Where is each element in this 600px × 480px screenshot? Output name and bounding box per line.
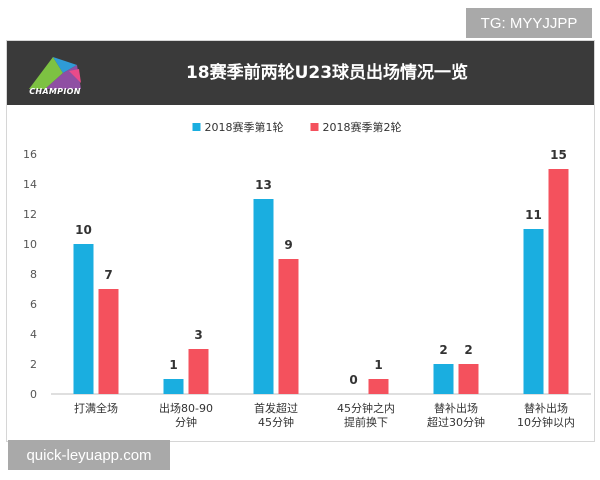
bar <box>523 229 544 394</box>
data-label: 1 <box>374 358 382 372</box>
x-category-label: 10分钟以内 <box>517 415 575 429</box>
data-label: 15 <box>550 148 567 162</box>
chart-card: CHAMPION 18赛季前两轮U23球员出场情况一览 0 2 4 6 8 10 12 14 1… <box>6 40 595 442</box>
x-category-label: 首发超过 <box>254 401 298 415</box>
chart-header: CHAMPION 18赛季前两轮U23球员出场情况一览 <box>7 41 594 105</box>
x-category-label: 打满全场 <box>74 401 118 415</box>
data-label: 2 <box>439 343 447 357</box>
bar <box>278 259 299 394</box>
bar <box>458 364 479 394</box>
chart-title: 18赛季前两轮U23球员出场情况一览 <box>185 63 469 83</box>
data-label: 9 <box>284 238 292 252</box>
data-label: 13 <box>255 178 272 192</box>
data-label: 11 <box>525 208 542 222</box>
x-category-label: 超过30分钟 <box>427 415 485 429</box>
x-category-label: 分钟 <box>175 415 197 429</box>
bar-chart: 0246810121416107打满全场13出场80-90分钟139首发超过45… <box>23 120 591 429</box>
x-category-label: 45分钟 <box>258 415 294 429</box>
legend-label: 2018赛季第1轮 <box>205 120 284 134</box>
bar <box>433 364 454 394</box>
bar <box>368 379 389 394</box>
y-tick-label: 8 <box>30 268 37 281</box>
legend-swatch <box>310 123 319 131</box>
logo-text: CHAMPION <box>29 87 81 96</box>
bar <box>73 244 94 394</box>
y-tick-label: 12 <box>23 208 37 221</box>
x-category-label: 45分钟之内 <box>337 401 395 415</box>
data-label: 0 <box>349 373 357 387</box>
x-category-label: 出场80-90 <box>159 401 213 415</box>
x-category-label: 提前换下 <box>344 415 388 429</box>
bar <box>188 349 209 394</box>
y-tick-label: 6 <box>30 298 37 311</box>
data-label: 10 <box>75 223 92 237</box>
bar <box>253 199 274 394</box>
data-label: 7 <box>104 268 112 282</box>
data-label: 3 <box>194 328 202 342</box>
y-tick-label: 14 <box>23 178 37 191</box>
bar <box>163 379 184 394</box>
x-category-label: 替补出场 <box>524 401 568 415</box>
bar <box>98 289 119 394</box>
legend-swatch <box>192 123 201 131</box>
watermark-bottom: quick-leyuapp.com <box>8 440 170 470</box>
data-label: 2 <box>464 343 472 357</box>
watermark-top: TG: MYYJJPP <box>466 8 592 38</box>
x-category-label: 替补出场 <box>434 401 478 415</box>
y-tick-label: 10 <box>23 238 37 251</box>
legend-label: 2018赛季第2轮 <box>323 120 402 134</box>
y-tick-label: 0 <box>30 388 37 401</box>
data-label: 1 <box>169 358 177 372</box>
y-tick-label: 2 <box>30 358 37 371</box>
bar <box>548 169 569 394</box>
y-tick-label: 4 <box>30 328 37 341</box>
champion-logo-icon <box>29 57 81 89</box>
y-tick-label: 16 <box>23 148 37 161</box>
